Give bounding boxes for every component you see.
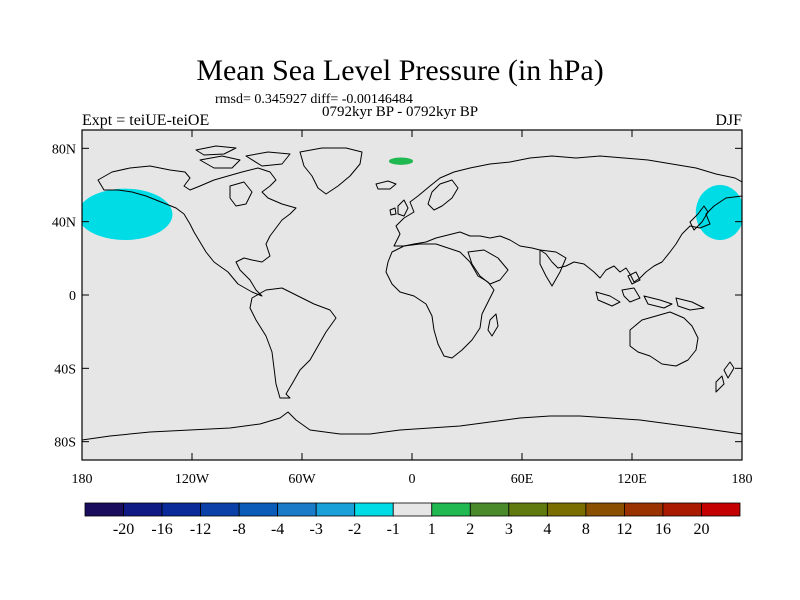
colorbar-label: -8: [232, 521, 245, 538]
chart-title: Mean Sea Level Pressure (in hPa): [196, 54, 604, 87]
coastlines: [82, 145, 742, 441]
coast-india: [539, 249, 567, 287]
lon-label: 120W: [175, 472, 210, 487]
colorbar-swatch: [662, 502, 702, 517]
anomaly-north-pacific-west-low: [695, 185, 742, 240]
colorbar-label: 20: [693, 521, 709, 538]
colorbar-swatch: [315, 502, 356, 517]
colorbar-label: 2: [466, 521, 474, 538]
colorbar-swatch: [161, 502, 201, 517]
coast-eurasia: [393, 155, 742, 283]
coast-scandinavia: [427, 179, 459, 211]
colorbar-swatch: [508, 502, 548, 517]
colorbar-label: -1: [387, 521, 400, 538]
colorbar-label: -2: [348, 521, 361, 538]
colorbar-swatch: [546, 502, 587, 517]
experiment-label: Expt = teiUE-teiOE: [82, 112, 210, 129]
colorbar-swatch: [238, 502, 279, 517]
coast-iceland: [375, 180, 397, 190]
colorbar-swatch: [200, 502, 240, 517]
colorbar-swatch: [701, 502, 741, 517]
colorbar-swatch: [84, 502, 124, 517]
period-label: 0792kyr BP - 0792kyr BP: [322, 104, 479, 120]
coast-africa: [385, 243, 495, 359]
colorbar-swatch: [392, 502, 433, 517]
coast-antarctica: [82, 411, 742, 441]
coast-arctic-islands: [195, 145, 291, 169]
colorbar-label: -4: [271, 521, 284, 538]
colorbar-label: -3: [310, 521, 323, 538]
colorbar-label: -16: [151, 521, 172, 538]
colorbar-swatch: [354, 502, 394, 517]
colorbar-swatch: [585, 502, 625, 517]
colorbar-label: -20: [113, 521, 134, 538]
lat-label: 40S: [54, 362, 76, 377]
colorbar-label: 16: [655, 521, 671, 538]
coast-hudson-bay: [229, 181, 253, 207]
anomaly-north-pacific-east-low: [82, 188, 173, 240]
colorbar-label: 8: [582, 521, 590, 538]
header-labels: Expt = teiUE-teiOE 0792kyr BP - 0792kyr …: [82, 104, 742, 130]
axes: 80N 40N 0 40S 80S 180 120W 60W 0 60E 120E 180: [52, 130, 753, 487]
anomaly-layer: [82, 157, 742, 240]
lon-label: 0: [409, 472, 416, 487]
lon-label: 180: [72, 472, 93, 487]
coast-indonesia: [595, 271, 705, 311]
colorbar-swatch: [469, 502, 510, 517]
colorbar-swatch: [277, 502, 317, 517]
colorbar: -20 -16 -12 -8 -4 -3 -2 -1 1 2 3 4 8 12 16 20: [84, 502, 741, 538]
coast-japan: [689, 205, 709, 231]
season-label: DJF: [715, 112, 742, 129]
coast-north-america: [97, 165, 297, 297]
coast-greenland: [299, 147, 363, 195]
coast-british-isles: [389, 199, 409, 217]
coast-arabia: [467, 249, 509, 285]
colorbar-label: -12: [190, 521, 211, 538]
coast-madagascar: [487, 313, 499, 337]
stats-line: rmsd= 0.345927 diff= -0.00146484: [215, 92, 413, 107]
anomaly-greenland-sea-high: [388, 157, 414, 165]
colorbar-label: 12: [616, 521, 632, 538]
colorbar-label: 1: [428, 521, 436, 538]
lat-label: 0: [69, 289, 76, 304]
coast-new-zealand: [715, 361, 735, 393]
lat-label: 80S: [54, 436, 76, 451]
lon-label: 60E: [511, 472, 534, 487]
colorbar-label: 4: [543, 521, 551, 538]
lat-label: 40N: [52, 216, 76, 231]
colorbar-swatch: [624, 502, 664, 517]
colorbar-swatch: [431, 502, 471, 517]
colorbar-swatch: [123, 502, 163, 517]
lat-label: 80N: [52, 142, 76, 157]
lon-label: 120E: [617, 472, 647, 487]
colorbar-label: 3: [505, 521, 513, 538]
coast-south-america: [249, 287, 337, 399]
coast-australia: [629, 311, 699, 367]
lon-label: 180: [732, 472, 753, 487]
lon-label: 60W: [288, 472, 316, 487]
